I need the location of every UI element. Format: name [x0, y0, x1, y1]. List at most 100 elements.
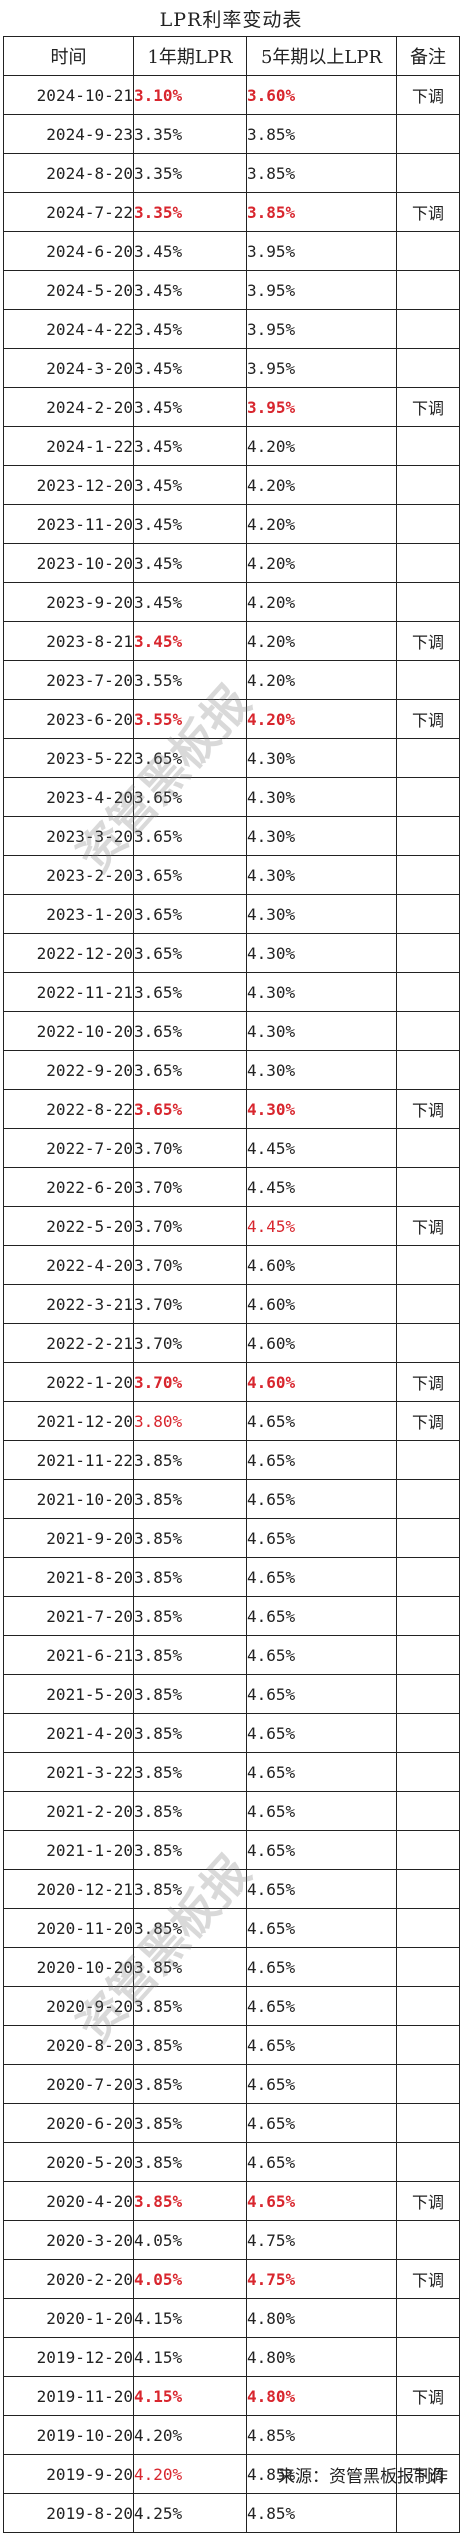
note-cell: 下调 [396, 1206, 460, 1246]
one-year-lpr-cell: 3.85% [133, 2103, 247, 2143]
one-year-lpr-cell: 3.70% [133, 1362, 247, 1402]
five-year-lpr-cell: 4.30% [246, 972, 397, 1012]
note-cell [396, 309, 460, 349]
one-year-lpr-cell: 3.65% [133, 1011, 247, 1051]
date-cell: 2024-4-22 [3, 309, 134, 349]
table-row: 2023-8-21 3.45% 4.20% 下调 [3, 621, 460, 661]
five-year-lpr-cell: 4.30% [246, 1050, 397, 1090]
one-year-lpr-cell: 3.45% [133, 231, 247, 271]
note-cell: 下调 [396, 75, 460, 115]
one-year-lpr-cell: 3.85% [133, 1635, 247, 1675]
note-cell [396, 1557, 460, 1597]
five-year-lpr-cell: 4.65% [246, 2142, 397, 2182]
date-cell: 2020-11-20 [3, 1908, 134, 1948]
one-year-lpr-cell: 3.85% [133, 1791, 247, 1831]
table-row: 2024-7-22 3.35% 3.85% 下调 [3, 192, 460, 232]
five-year-lpr-cell: 4.80% [246, 2337, 397, 2377]
note-cell [396, 348, 460, 388]
date-cell: 2019-11-20 [3, 2376, 134, 2416]
five-year-lpr-cell: 4.20% [246, 582, 397, 622]
five-year-lpr-cell: 4.20% [246, 660, 397, 700]
one-year-lpr-cell: 4.15% [133, 2376, 247, 2416]
date-cell: 2023-1-20 [3, 894, 134, 934]
note-cell [396, 543, 460, 583]
note-cell [396, 231, 460, 271]
table-row: 2021-10-20 3.85% 4.65% [3, 1479, 460, 1519]
five-year-lpr-cell: 4.30% [246, 933, 397, 973]
date-cell: 2023-12-20 [3, 465, 134, 505]
one-year-lpr-cell: 3.85% [133, 1986, 247, 2026]
five-year-lpr-cell: 4.20% [246, 426, 397, 466]
five-year-lpr-cell: 4.20% [246, 543, 397, 583]
date-cell: 2020-9-20 [3, 1986, 134, 2026]
date-cell: 2022-7-20 [3, 1128, 134, 1168]
note-cell: 下调 [396, 621, 460, 661]
one-year-lpr-cell: 4.20% [133, 2415, 247, 2455]
five-year-lpr-cell: 4.30% [246, 1011, 397, 1051]
one-year-lpr-cell: 3.85% [133, 1557, 247, 1597]
five-year-lpr-cell: 4.65% [246, 1674, 397, 1714]
table-row: 2023-11-20 3.45% 4.20% [3, 504, 460, 544]
note-cell [396, 1908, 460, 1948]
table-row: 2019-8-20 4.25% 4.85% [3, 2493, 460, 2533]
table-row: 2023-10-20 3.45% 4.20% [3, 543, 460, 583]
table-row: 2022-7-20 3.70% 4.45% [3, 1128, 460, 1168]
one-year-lpr-cell: 3.45% [133, 504, 247, 544]
date-cell: 2023-9-20 [3, 582, 134, 622]
date-cell: 2020-2-20 [3, 2259, 134, 2299]
table-row: 2024-10-21 3.10% 3.60% 下调 [3, 75, 460, 115]
one-year-lpr-cell: 3.45% [133, 309, 247, 349]
one-year-lpr-cell: 3.65% [133, 1089, 247, 1129]
one-year-lpr-cell: 4.15% [133, 2298, 247, 2338]
table-row: 2020-11-20 3.85% 4.65% [3, 1908, 460, 1948]
five-year-lpr-cell: 3.85% [246, 114, 397, 154]
date-cell: 2020-1-20 [3, 2298, 134, 2338]
five-year-lpr-cell: 4.65% [246, 2064, 397, 2104]
one-year-lpr-cell: 3.80% [133, 1401, 247, 1441]
table-title: LPR利率变动表 [159, 8, 303, 31]
one-year-lpr-cell: 3.45% [133, 582, 247, 622]
date-cell: 2020-10-20 [3, 1947, 134, 1987]
one-year-lpr-cell: 3.10% [133, 75, 247, 115]
date-cell: 2023-6-20 [3, 699, 134, 739]
table-row: 2024-3-20 3.45% 3.95% [3, 348, 460, 388]
one-year-lpr-cell: 3.85% [133, 1596, 247, 1636]
source-footer: 来源：资管黑板报制作 [278, 2466, 448, 2487]
table-row: 2022-12-20 3.65% 4.30% [3, 933, 460, 973]
five-year-lpr-cell: 4.20% [246, 504, 397, 544]
note-cell [396, 2337, 460, 2377]
table-row: 2021-3-22 3.85% 4.65% [3, 1752, 460, 1792]
five-year-lpr-cell: 4.30% [246, 738, 397, 778]
note-cell: 下调 [396, 2376, 460, 2416]
note-cell [396, 660, 460, 700]
table-row: 2019-10-20 4.20% 4.85% [3, 2415, 460, 2455]
table-row: 2024-2-20 3.45% 3.95% 下调 [3, 387, 460, 427]
one-year-lpr-cell: 3.85% [133, 1908, 247, 1948]
five-year-lpr-cell: 4.65% [246, 2103, 397, 2143]
note-cell [396, 1869, 460, 1909]
date-cell: 2022-5-20 [3, 1206, 134, 1246]
table-row: 2024-5-20 3.45% 3.95% [3, 270, 460, 310]
date-cell: 2019-10-20 [3, 2415, 134, 2455]
five-year-lpr-cell: 4.45% [246, 1128, 397, 1168]
one-year-lpr-cell: 4.20% [133, 2454, 247, 2494]
date-cell: 2022-6-20 [3, 1167, 134, 1207]
five-year-lpr-cell: 4.60% [246, 1323, 397, 1363]
date-cell: 2021-3-22 [3, 1752, 134, 1792]
one-year-lpr-cell: 3.70% [133, 1245, 247, 1285]
one-year-lpr-cell: 3.70% [133, 1284, 247, 1324]
one-year-lpr-cell: 3.70% [133, 1206, 247, 1246]
table-row: 2023-9-20 3.45% 4.20% [3, 582, 460, 622]
one-year-lpr-cell: 3.70% [133, 1167, 247, 1207]
five-year-lpr-cell: 3.95% [246, 231, 397, 271]
table-row: 2022-6-20 3.70% 4.45% [3, 1167, 460, 1207]
table-row: 2023-6-20 3.55% 4.20% 下调 [3, 699, 460, 739]
one-year-lpr-cell: 3.85% [133, 1947, 247, 1987]
table-row: 2020-1-20 4.15% 4.80% [3, 2298, 460, 2338]
date-cell: 2022-8-22 [3, 1089, 134, 1129]
five-year-lpr-cell: 4.65% [246, 1713, 397, 1753]
five-year-lpr-cell: 4.85% [246, 2415, 397, 2455]
five-year-lpr-cell: 4.65% [246, 1791, 397, 1831]
header-row: 时间 1年期LPR 5年期以上LPR 备注 [3, 36, 460, 76]
note-cell [396, 1830, 460, 1870]
